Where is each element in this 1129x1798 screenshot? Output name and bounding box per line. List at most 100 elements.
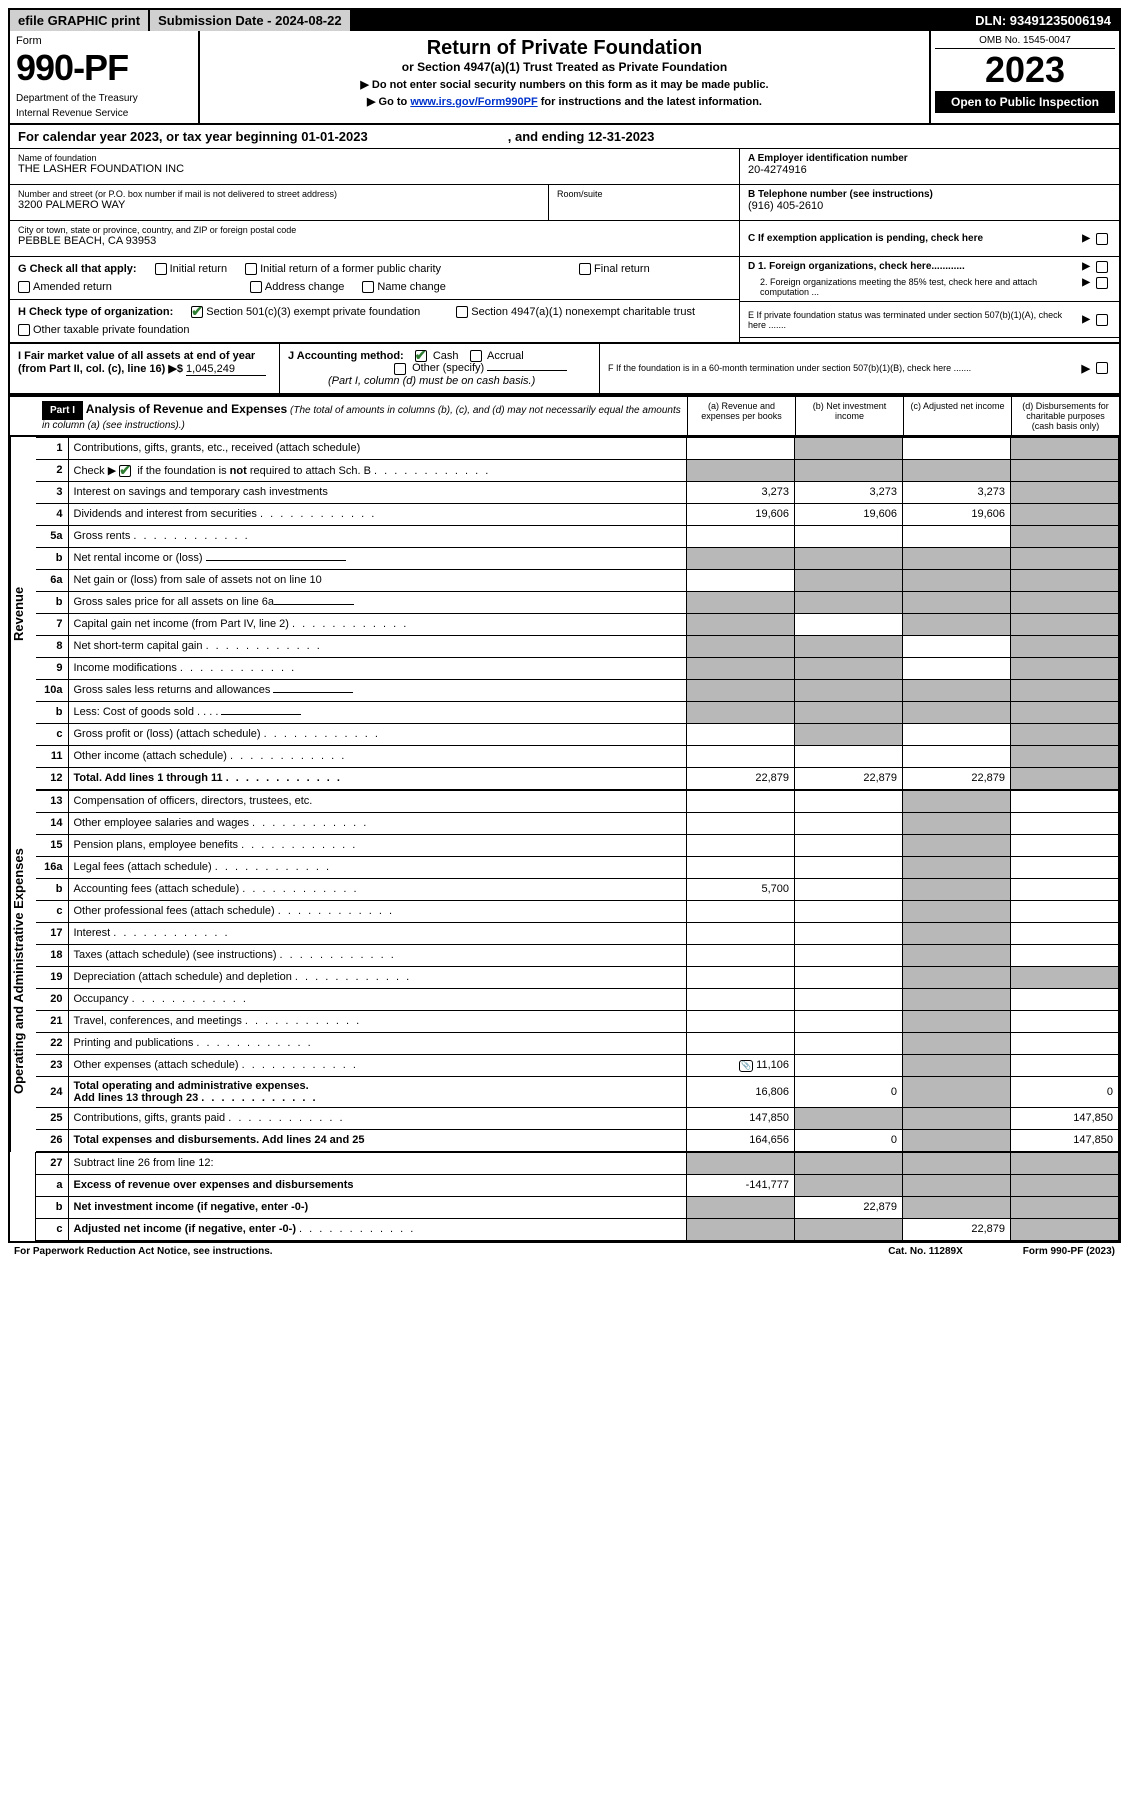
line-26: Total expenses and disbursements. Add li… (68, 1129, 687, 1151)
d2-label: 2. Foreign organizations meeting the 85%… (748, 277, 1082, 297)
col-b-head: (b) Net investment income (795, 397, 903, 435)
line-22: Printing and publications (68, 1032, 687, 1054)
terminated-checkbox[interactable] (1096, 314, 1108, 326)
l16b-a: 5,700 (687, 878, 795, 900)
l3-c: 3,273 (903, 481, 1011, 503)
g-opt-0: Initial return (170, 263, 227, 275)
l4-b: 19,606 (795, 503, 903, 525)
l12-c: 22,879 (903, 767, 1011, 789)
address-change-checkbox[interactable] (250, 281, 262, 293)
line-17: Interest (68, 922, 687, 944)
line27-table: 27Subtract line 26 from line 12: aExcess… (36, 1152, 1119, 1241)
arrow-icon: ▶ (1082, 314, 1090, 325)
4947a1-checkbox[interactable] (456, 306, 468, 318)
dln: DLN: 93491235006194 (967, 10, 1119, 31)
line-8: Net short-term capital gain (68, 635, 687, 657)
expenses-side-label: Operating and Administrative Expenses (10, 790, 36, 1152)
c-label: C If exemption application is pending, c… (748, 233, 1082, 244)
line-2: Check ▶ if the foundation is not require… (68, 459, 687, 481)
g-opt-4: Address change (265, 281, 345, 293)
other-taxable-checkbox[interactable] (18, 324, 30, 336)
l24-b: 0 (795, 1076, 903, 1107)
part1-label: Part I (42, 401, 83, 420)
line-7: Capital gain net income (from Part IV, l… (68, 613, 687, 635)
street-address: 3200 PALMERO WAY (18, 199, 540, 211)
foundation-name: THE LASHER FOUNDATION INC (18, 163, 731, 175)
501c3-checkbox[interactable] (191, 306, 203, 318)
amended-return-checkbox[interactable] (18, 281, 30, 293)
l23-a: 📎11,106 (687, 1054, 795, 1076)
g-opt-1: Initial return of a former public charit… (260, 263, 441, 275)
line-21: Travel, conferences, and meetings (68, 1010, 687, 1032)
instructions-link[interactable]: www.irs.gov/Form990PF (410, 96, 537, 108)
part1-title: Analysis of Revenue and Expenses (86, 402, 287, 416)
h-opt-2: Section 4947(a)(1) nonexempt charitable … (471, 306, 695, 318)
j-label: J Accounting method: (288, 350, 404, 362)
efile-label: efile GRAPHIC print (10, 10, 148, 31)
addr-label: Number and street (or P.O. box number if… (18, 189, 540, 199)
entity-info: Name of foundation THE LASHER FOUNDATION… (10, 149, 1119, 344)
i-j-f-row: I Fair market value of all assets at end… (10, 344, 1119, 394)
header-left: Form 990-PF Department of the Treasury I… (10, 31, 200, 123)
l24-a: 16,806 (687, 1076, 795, 1107)
arrow-icon: ▶ (1082, 362, 1090, 375)
form-header: Form 990-PF Department of the Treasury I… (10, 31, 1119, 125)
line-27a: Excess of revenue over expenses and disb… (68, 1174, 687, 1196)
accrual-checkbox[interactable] (470, 350, 482, 362)
entity-right: A Employer identification number 20-4274… (739, 149, 1119, 342)
initial-former-checkbox[interactable] (245, 263, 257, 275)
room-label: Room/suite (557, 189, 731, 199)
arrow-icon: ▶$ (168, 363, 186, 375)
line-19: Depreciation (attach schedule) and deple… (68, 966, 687, 988)
line-3: Interest on savings and temporary cash i… (68, 481, 687, 503)
line-5a: Gross rents (68, 525, 687, 547)
part1-header: Part I Analysis of Revenue and Expenses … (10, 395, 1119, 437)
e-label: E If private foundation status was termi… (748, 310, 1082, 330)
l25-d: 147,850 (1011, 1107, 1119, 1129)
name-change-checkbox[interactable] (362, 281, 374, 293)
d1-label: D 1. Foreign organizations, check here..… (748, 261, 1082, 273)
l27c-c: 22,879 (903, 1218, 1011, 1240)
line27-block: 27Subtract line 26 from line 12: aExcess… (10, 1152, 1119, 1241)
line-16a: Legal fees (attach schedule) (68, 856, 687, 878)
header-right: OMB No. 1545-0047 2023 Open to Public In… (929, 31, 1119, 123)
city-state-zip: PEBBLE BEACH, CA 93953 (18, 235, 731, 247)
other-method-checkbox[interactable] (394, 363, 406, 375)
l12-a: 22,879 (687, 767, 795, 789)
tax-year: 2023 (935, 49, 1115, 91)
cash-checkbox[interactable] (415, 350, 427, 362)
ty-end: , and ending 12-31-2023 (508, 129, 655, 144)
line-20: Occupancy (68, 988, 687, 1010)
fmv-value: 1,045,249 (186, 363, 266, 376)
exemption-pending-checkbox[interactable] (1096, 233, 1108, 245)
line-10c: Gross profit or (loss) (attach schedule) (68, 723, 687, 745)
l26-a: 164,656 (687, 1129, 795, 1151)
form-label: Form (16, 35, 192, 47)
open-inspection: Open to Public Inspection (935, 91, 1115, 113)
h-opt-1: Section 501(c)(3) exempt private foundat… (206, 306, 420, 318)
revenue-side-label: Revenue (10, 437, 36, 790)
line-27b: Net investment income (if negative, ente… (68, 1196, 687, 1218)
attachment-icon[interactable]: 📎 (739, 1060, 753, 1072)
form-990pf: efile GRAPHIC print Submission Date - 20… (8, 8, 1121, 1243)
60month-checkbox[interactable] (1096, 362, 1108, 374)
initial-return-checkbox[interactable] (155, 263, 167, 275)
tax-year-row: For calendar year 2023, or tax year begi… (10, 125, 1119, 149)
sch-b-checkbox[interactable] (119, 465, 131, 477)
g-opt-2: Final return (594, 263, 650, 275)
phone: (916) 405-2610 (748, 200, 1111, 212)
l26-d: 147,850 (1011, 1129, 1119, 1151)
col-d-head: (d) Disbursements for charitable purpose… (1011, 397, 1119, 435)
line-11: Other income (attach schedule) (68, 745, 687, 767)
foreign-org-checkbox[interactable] (1096, 261, 1108, 273)
l27b-b: 22,879 (795, 1196, 903, 1218)
ty-begin: For calendar year 2023, or tax year begi… (18, 129, 368, 144)
85pct-checkbox[interactable] (1096, 277, 1108, 289)
city-label: City or town, state or province, country… (18, 225, 731, 235)
l4-a: 19,606 (687, 503, 795, 525)
header-center: Return of Private Foundation or Section … (200, 31, 929, 123)
line-9: Income modifications (68, 657, 687, 679)
form-ref: Form 990-PF (2023) (1023, 1246, 1115, 1257)
final-return-checkbox[interactable] (579, 263, 591, 275)
arrow-icon: ▶ (1082, 261, 1090, 273)
